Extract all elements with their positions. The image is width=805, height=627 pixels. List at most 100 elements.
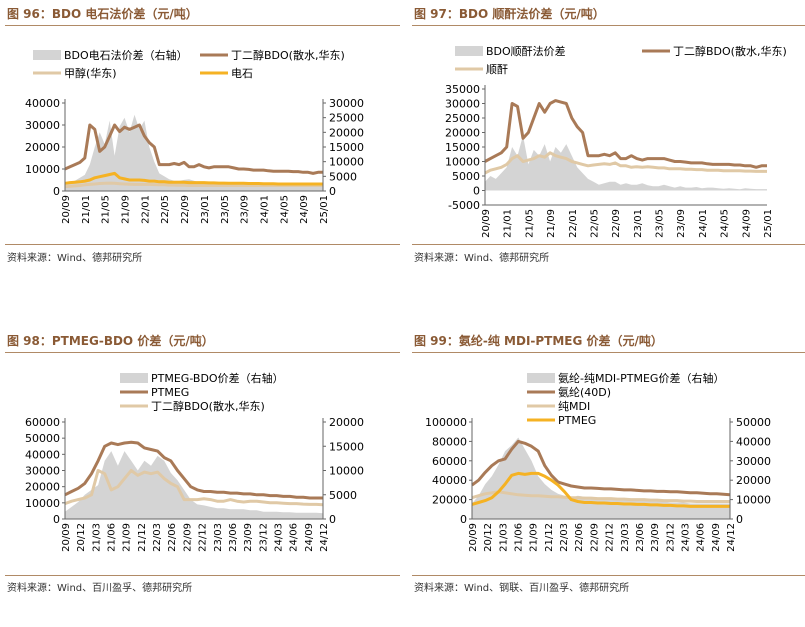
legend-label: PTMEG bbox=[151, 386, 189, 399]
chart-svg: 0 20000 40000 60000 80000 100000 0 10000 20000 30… bbox=[425, 371, 771, 552]
y-tick-label-right: 15000 bbox=[329, 141, 364, 154]
y-tick-label-right: 20000 bbox=[329, 126, 364, 139]
x-tick-label: 21/09 bbox=[546, 209, 557, 238]
legend-label: 电石 bbox=[231, 67, 253, 80]
x-tick-label: 21/05 bbox=[524, 209, 535, 238]
x-tick-label: 24/12 bbox=[319, 523, 330, 552]
x-tick-label: 23/09 bbox=[676, 209, 687, 238]
legend-label: 丁二醇BDO(散水,华东) bbox=[231, 48, 345, 62]
y-tick-label: 40000 bbox=[432, 474, 467, 487]
y-tick-label: -5000 bbox=[448, 199, 480, 212]
legend-swatch bbox=[120, 373, 148, 383]
x-tick-label: 23/03 bbox=[620, 523, 631, 552]
x-tick-label: 21/03 bbox=[91, 523, 102, 552]
x-tick-label: 21/09 bbox=[121, 195, 132, 224]
x-tick-label: 22/03 bbox=[152, 523, 163, 552]
legend-label: 丁二醇BDO(散水,华东) bbox=[673, 44, 787, 58]
x-tick-label: 21/12 bbox=[137, 523, 148, 552]
x-tick-label: 21/06 bbox=[514, 523, 525, 552]
x-tick-label: 24/03 bbox=[273, 523, 284, 552]
x-tick-label: 21/09 bbox=[122, 523, 133, 552]
x-tick-label: 24/05 bbox=[720, 209, 731, 238]
series-area bbox=[485, 135, 767, 191]
legend-label: 氨纶(40D) bbox=[558, 385, 611, 399]
y-tick-label-right: 0 bbox=[329, 513, 336, 526]
x-tick-label: 21/06 bbox=[107, 523, 118, 552]
x-tick-label: 24/05 bbox=[279, 195, 290, 224]
y-tick-label-right: 30000 bbox=[736, 455, 771, 468]
y-tick-label: 40000 bbox=[25, 97, 60, 110]
y-tick-label-right: 10000 bbox=[329, 465, 364, 478]
x-tick-label: 22/06 bbox=[167, 523, 178, 552]
y-tick-label-right: 20000 bbox=[329, 416, 364, 429]
x-tick-label: 22/05 bbox=[589, 209, 600, 238]
source-note: 资料来源：Wind、德邦研究所 bbox=[414, 253, 550, 264]
chart-svg: 0 10000 20000 30000 40000 50000 60000 0 5000 1000… bbox=[25, 371, 364, 552]
x-tick-label: 22/12 bbox=[605, 523, 616, 552]
x-tick-label: 22/01 bbox=[568, 209, 579, 238]
y-tick-label-right: 0 bbox=[329, 185, 336, 198]
y-tick-label-right: 0 bbox=[736, 513, 743, 526]
y-tick-label-right: 50000 bbox=[736, 416, 771, 429]
y-tick-label: 10000 bbox=[445, 156, 480, 169]
legend-label: 甲醇(华东) bbox=[64, 66, 117, 80]
source-note: 资料来源：Wind、百川盈孚、德邦研究所 bbox=[7, 583, 193, 594]
legend-label: PTMEG bbox=[558, 414, 596, 427]
x-tick-label: 24/09 bbox=[711, 523, 722, 552]
legend-swatch bbox=[455, 46, 483, 56]
x-tick-label: 20/09 bbox=[61, 195, 72, 224]
x-tick-label: 21/01 bbox=[81, 195, 92, 224]
y-tick-label: 20000 bbox=[25, 141, 60, 154]
legend-label: 丁二醇BDO(散水,华东) bbox=[151, 399, 265, 413]
x-tick-label: 23/06 bbox=[228, 523, 239, 552]
source-note: 资料来源：Wind、钢联、百川盈孚、德邦研究所 bbox=[414, 583, 630, 594]
series-line bbox=[484, 151, 767, 175]
y-tick-label: 5000 bbox=[452, 170, 480, 183]
legend-swatch bbox=[33, 50, 61, 60]
x-tick-label: 23/12 bbox=[258, 523, 269, 552]
y-tick-label-right: 15000 bbox=[329, 440, 364, 453]
y-tick-label-right: 5000 bbox=[329, 489, 357, 502]
y-tick-label-right: 10000 bbox=[329, 156, 364, 169]
legend-label: 顺酐 bbox=[486, 63, 508, 76]
series-line bbox=[64, 469, 324, 507]
y-tick-label: 20000 bbox=[432, 494, 467, 507]
y-tick-label: 0 bbox=[460, 513, 467, 526]
y-tick-label: 20000 bbox=[445, 127, 480, 140]
x-tick-label: 23/05 bbox=[655, 209, 666, 238]
x-tick-label: 24/09 bbox=[741, 209, 752, 238]
series-line bbox=[484, 99, 767, 169]
x-tick-label: 23/09 bbox=[650, 523, 661, 552]
series-area bbox=[65, 451, 323, 519]
x-tick-label: 22/09 bbox=[589, 523, 600, 552]
chart-title: 图 97：BDO 顺酐法价差（元/吨） bbox=[412, 3, 805, 26]
y-tick-label: 30000 bbox=[25, 465, 60, 478]
legend-label: PTMEG-BDO价差（右轴） bbox=[151, 371, 284, 385]
x-tick-label: 23/01 bbox=[200, 195, 211, 224]
series-area bbox=[472, 437, 730, 519]
chart-panel-bdo-maleic: 图 97：BDO 顺酐法价差（元/吨） -5000 0 5000 10000 15000… bbox=[412, 3, 805, 300]
y-tick-label: 20000 bbox=[25, 481, 60, 494]
series-line bbox=[64, 123, 323, 175]
x-tick-label: 20/09 bbox=[61, 523, 72, 552]
x-tick-label: 20/12 bbox=[483, 523, 494, 552]
legend-label: BDO顺酐法价差 bbox=[486, 44, 566, 58]
y-tick-label: 60000 bbox=[25, 416, 60, 429]
x-tick-label: 21/09 bbox=[529, 523, 540, 552]
y-tick-label: 25000 bbox=[445, 112, 480, 125]
x-tick-label: 24/06 bbox=[289, 523, 300, 552]
x-tick-label: 22/05 bbox=[160, 195, 171, 224]
y-tick-label-right: 20000 bbox=[736, 474, 771, 487]
legend-label: 纯MDI bbox=[558, 400, 590, 413]
x-tick-label: 20/09 bbox=[481, 209, 492, 238]
series-line bbox=[471, 471, 730, 508]
x-tick-label: 21/05 bbox=[101, 195, 112, 224]
x-tick-label: 24/06 bbox=[696, 523, 707, 552]
y-tick-label-right: 10000 bbox=[736, 494, 771, 507]
series-line bbox=[64, 171, 323, 186]
x-tick-label: 25/01 bbox=[763, 209, 774, 238]
chart-title: 图 96：BDO 电石法价差（元/吨） bbox=[5, 3, 400, 26]
chart-title: 图 98：PTMEG-BDO 价差（元/吨） bbox=[5, 330, 400, 353]
x-tick-label: 25/01 bbox=[319, 195, 330, 224]
chart-panel-spandex: 图 99：氨纶-纯 MDI-PTMEG 价差（元/吨） 0 20000 40000 6… bbox=[412, 330, 805, 627]
